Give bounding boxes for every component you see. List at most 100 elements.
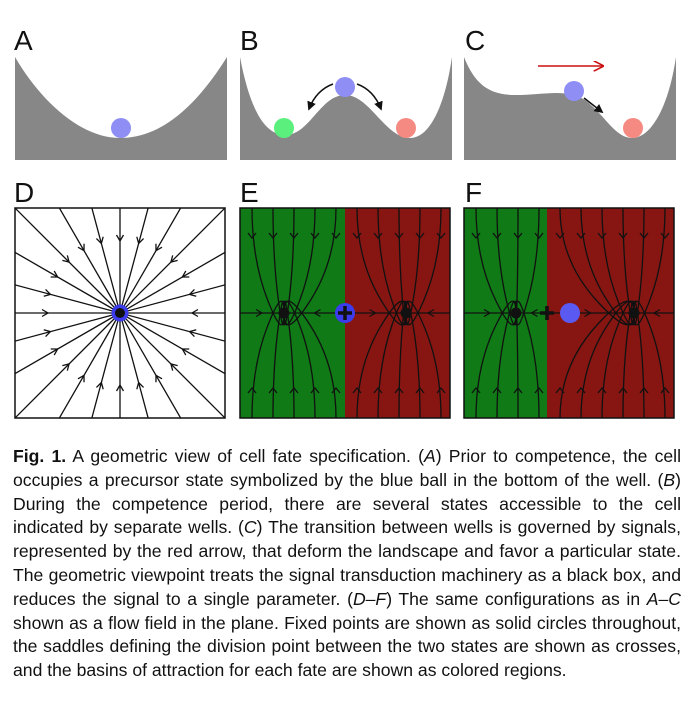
flow-arrowhead <box>530 308 538 318</box>
panel-f-frame <box>463 207 675 419</box>
figure-label: Fig. 1. <box>13 446 67 466</box>
flow-line <box>119 284 225 314</box>
panel-e-frame <box>239 207 451 419</box>
flow-line <box>119 208 149 314</box>
flow-line <box>15 251 121 314</box>
panel-d-flow <box>15 208 225 418</box>
flow-arrowhead <box>471 386 481 394</box>
flow-arrowhead <box>155 374 163 383</box>
flow-arrowhead <box>639 386 649 394</box>
panel-label-a: A <box>14 25 33 56</box>
flow-line <box>15 312 121 418</box>
ball-blue-top <box>335 77 355 97</box>
caption-text: A geometric view of cell fate specificat… <box>13 446 681 680</box>
caption-segment: ) During the competence period, there ar… <box>13 469 681 538</box>
flow-line <box>633 300 666 418</box>
flow-arrowhead <box>313 308 321 318</box>
flow-arrowhead <box>639 232 649 240</box>
flow-arrowhead <box>394 232 404 240</box>
flow-arrowhead <box>483 308 492 318</box>
caption-segment: ) The same configurations as in <box>386 588 647 609</box>
panel-d-frame <box>14 207 226 419</box>
flow-arrowhead <box>310 232 320 240</box>
flow-line <box>15 208 121 314</box>
flow-arrowhead <box>584 308 592 318</box>
caption-segment: C <box>243 517 257 538</box>
flow-arrowhead <box>415 386 425 394</box>
panel-label-e: E <box>240 177 259 208</box>
caption-segment: ) The transition between wells is govern… <box>13 517 681 609</box>
arrow-roll-down <box>583 97 604 114</box>
flow-arrowhead <box>471 232 481 240</box>
flow-arrowhead <box>331 232 341 240</box>
flow-line <box>119 312 149 418</box>
caption-segment: ) Prior to competence, the cell occupies… <box>13 446 682 490</box>
panel-label-d: D <box>14 177 34 208</box>
flow-arrowhead <box>534 386 544 394</box>
panel-a-landscape <box>15 57 227 160</box>
flow-arrowhead <box>247 386 257 394</box>
flow-arrowhead <box>115 383 125 392</box>
flow-arrowhead <box>576 386 586 394</box>
flow-arrowhead <box>169 362 178 371</box>
flow-arrowhead <box>369 308 377 318</box>
flow-line <box>622 208 635 326</box>
flow-arrowhead <box>181 348 190 356</box>
landscape-double-well <box>240 57 452 160</box>
flow-arrowhead <box>436 386 446 394</box>
flow-arrowhead <box>169 255 178 264</box>
flow-arrowhead <box>576 232 586 240</box>
panel-label-b: B <box>240 25 259 56</box>
flow-arrowhead <box>597 386 607 394</box>
flow-arrowhead <box>597 232 607 240</box>
flow-line <box>15 312 121 342</box>
flow-line <box>633 208 645 326</box>
panel-e-flow <box>240 208 450 418</box>
ball-blue-tilted <box>564 81 584 101</box>
flow-line <box>496 208 517 326</box>
flow-arrowhead <box>268 232 278 240</box>
flow-line <box>377 208 407 326</box>
arrow-right-curved <box>356 83 383 111</box>
flow-arrowhead <box>188 329 197 338</box>
flow-arrowhead <box>255 308 264 318</box>
flow-arrowhead <box>50 348 59 356</box>
flow-line <box>119 251 225 314</box>
flow-line <box>119 312 182 418</box>
flow-lines-f <box>464 208 674 418</box>
flow-arrowhead <box>62 255 71 264</box>
flow-arrowhead <box>43 288 52 297</box>
flow-line <box>119 208 225 314</box>
flow-arrowhead <box>394 386 404 394</box>
caption-segment: shown as a flow field in the plane. Fixe… <box>13 612 681 681</box>
flow-arrowhead <box>188 288 197 297</box>
panel-label-f: F <box>465 177 482 208</box>
caption-segment: D–F <box>352 588 387 609</box>
flow-arrowhead <box>181 270 190 278</box>
flow-line <box>405 300 442 418</box>
flow-arrowhead <box>534 232 544 240</box>
flow-line <box>405 208 421 326</box>
flow-arrowhead <box>136 236 145 245</box>
flow-line <box>515 300 540 418</box>
flow-arrowhead <box>513 232 523 240</box>
flow-arrowhead <box>43 329 52 338</box>
ball-green <box>274 118 294 138</box>
flow-arrowhead <box>492 232 502 240</box>
flow-arrowhead <box>555 232 565 240</box>
flow-arrowhead <box>373 232 383 240</box>
flow-line <box>272 300 285 418</box>
fixed-point-right-e <box>400 307 412 319</box>
flow-lines-e <box>240 208 450 418</box>
flow-line <box>633 208 666 326</box>
flow-line <box>119 312 225 342</box>
flow-arrowhead <box>62 362 71 371</box>
flow-arrowhead <box>190 308 199 318</box>
flow-line <box>405 208 442 326</box>
flow-arrowhead <box>289 232 299 240</box>
flow-line <box>58 208 121 314</box>
flow-arrowhead <box>155 243 163 252</box>
flow-line <box>633 300 645 418</box>
flow-arrowhead <box>436 232 446 240</box>
flow-arrowhead <box>289 386 299 394</box>
